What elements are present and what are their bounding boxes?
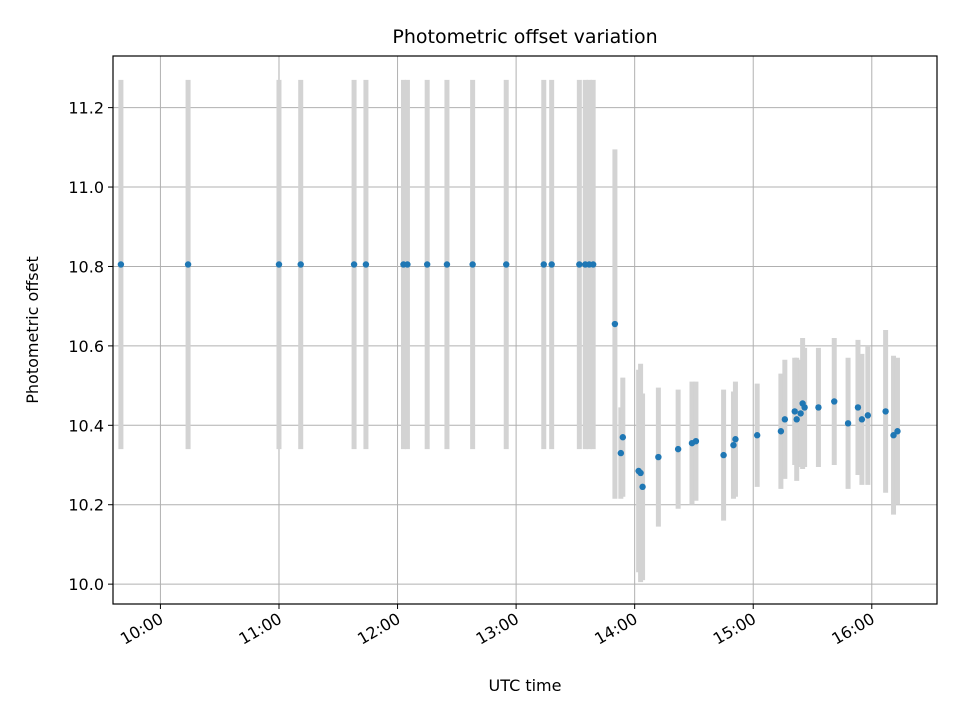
data-point bbox=[404, 261, 411, 268]
data-point bbox=[844, 420, 852, 427]
data-point bbox=[655, 453, 662, 461]
data-point bbox=[548, 261, 555, 268]
point-layer bbox=[117, 261, 901, 491]
data-point bbox=[639, 483, 646, 491]
data-point bbox=[831, 398, 838, 405]
x-axis-label: UTC time bbox=[489, 676, 562, 695]
data-point bbox=[275, 261, 283, 268]
data-point bbox=[540, 261, 547, 268]
data-point bbox=[732, 436, 739, 443]
data-point bbox=[637, 469, 644, 477]
data-point bbox=[864, 412, 872, 419]
data-point bbox=[362, 261, 370, 268]
data-point bbox=[423, 261, 431, 268]
data-point bbox=[619, 434, 627, 441]
data-point bbox=[894, 428, 901, 435]
data-point bbox=[858, 416, 866, 423]
y-axis-label: Photometric offset bbox=[23, 256, 42, 404]
data-point bbox=[882, 408, 889, 415]
data-point bbox=[576, 261, 583, 268]
y-axis-ticks: 10.0 10.2 10.4 10.6 10.8 11.0 11.2 bbox=[68, 99, 113, 594]
data-point bbox=[611, 320, 619, 328]
y-tick-label: 10.0 bbox=[68, 575, 104, 594]
data-point bbox=[617, 449, 625, 457]
data-point bbox=[777, 428, 785, 435]
data-point bbox=[791, 408, 798, 415]
data-point bbox=[184, 261, 192, 268]
y-tick-label: 10.4 bbox=[68, 416, 104, 435]
data-point bbox=[692, 437, 700, 445]
data-point bbox=[350, 261, 358, 268]
data-point bbox=[469, 261, 476, 268]
y-tick-label: 10.2 bbox=[68, 496, 104, 515]
data-point bbox=[797, 410, 804, 417]
chart-title: Photometric offset variation bbox=[392, 26, 657, 48]
y-tick-label: 10.6 bbox=[68, 337, 104, 356]
data-point bbox=[781, 416, 789, 423]
plot-frame bbox=[112, 55, 938, 605]
data-point bbox=[801, 404, 808, 411]
data-point bbox=[730, 441, 737, 449]
data-point bbox=[674, 445, 682, 453]
data-point bbox=[815, 404, 822, 411]
y-tick-label: 11.2 bbox=[68, 99, 104, 118]
y-tick-label: 11.0 bbox=[68, 178, 104, 197]
data-point bbox=[793, 416, 800, 423]
data-point bbox=[117, 261, 125, 268]
data-point bbox=[753, 432, 761, 439]
data-point bbox=[890, 432, 897, 439]
data-point bbox=[720, 451, 727, 459]
data-point bbox=[854, 404, 862, 411]
data-point bbox=[443, 261, 451, 268]
data-point bbox=[503, 261, 510, 268]
data-point bbox=[589, 261, 597, 268]
data-point bbox=[297, 261, 304, 268]
y-tick-label: 10.8 bbox=[68, 257, 104, 276]
